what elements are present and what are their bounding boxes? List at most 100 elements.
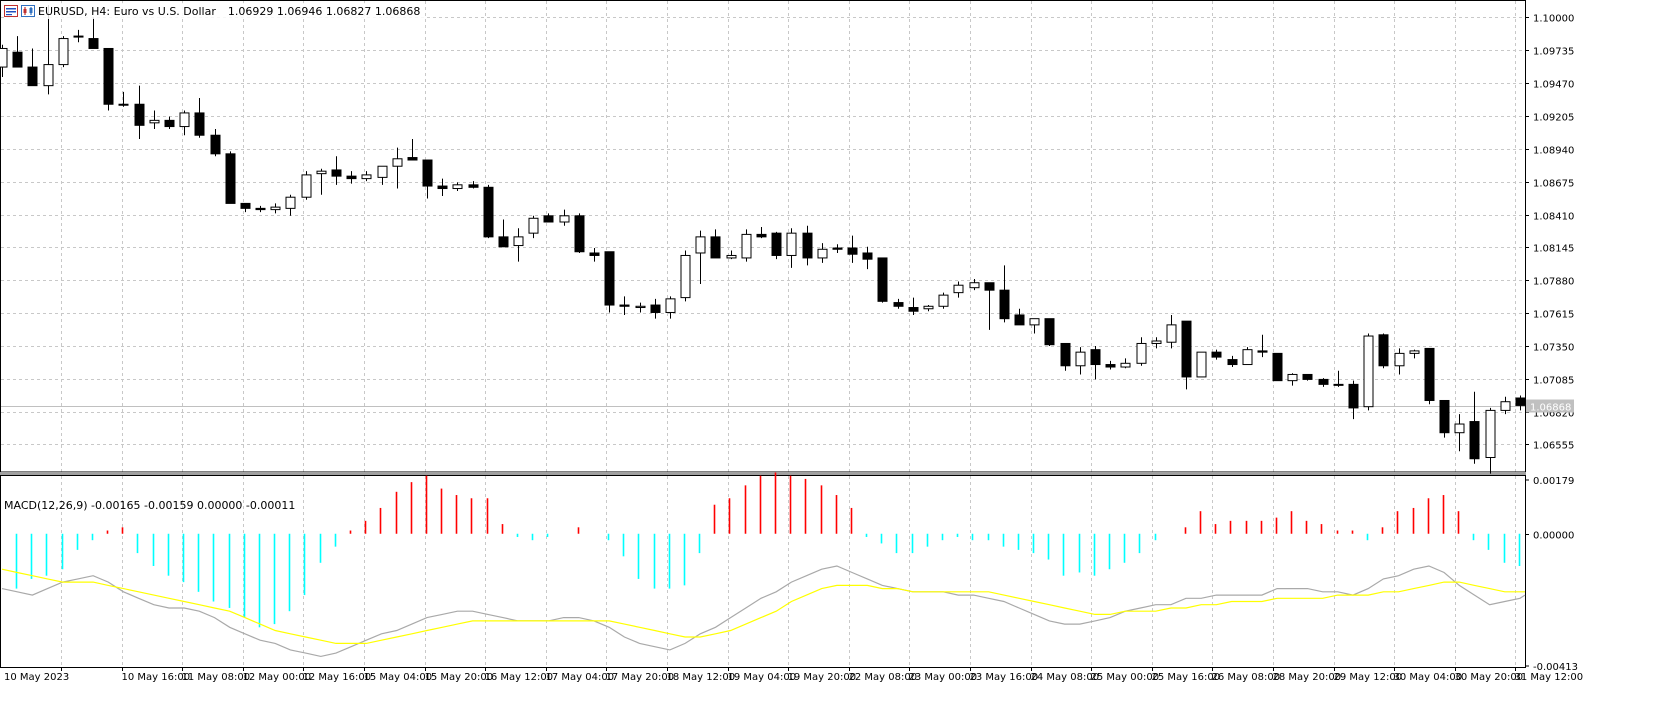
candle-bearish[interactable] (802, 232, 813, 259)
candle-bearish[interactable] (194, 112, 205, 136)
candle-bearish[interactable] (1257, 350, 1268, 353)
candle-bullish[interactable] (285, 196, 296, 209)
candle-bullish[interactable] (73, 35, 84, 38)
candle-bullish[interactable] (786, 232, 797, 256)
candle-bullish[interactable] (1454, 423, 1465, 434)
candle-bullish[interactable] (1136, 342, 1147, 364)
candle-bullish[interactable] (149, 119, 160, 124)
candle-bullish[interactable] (1151, 340, 1162, 344)
candle-bearish[interactable] (877, 257, 888, 302)
candle-bullish[interactable] (680, 254, 691, 299)
candle-bullish[interactable] (513, 236, 524, 247)
candle-bearish[interactable] (1060, 342, 1071, 367)
candle-bearish[interactable] (1439, 399, 1450, 434)
candle-bearish[interactable] (407, 157, 418, 161)
candle-bullish[interactable] (1394, 352, 1405, 367)
candle-bearish[interactable] (1044, 318, 1055, 346)
candle-bearish[interactable] (422, 159, 433, 187)
candle-bearish[interactable] (27, 66, 38, 87)
candle-bearish[interactable] (710, 236, 721, 259)
candle-bullish[interactable] (43, 64, 54, 87)
candle-bullish[interactable] (1242, 349, 1253, 366)
candle-bearish[interactable] (1211, 351, 1222, 358)
candle-bearish[interactable] (498, 236, 509, 248)
candle-bearish[interactable] (103, 47, 114, 105)
candle-bullish[interactable] (452, 184, 463, 190)
candle-bearish[interactable] (893, 302, 904, 307)
candle-bullish[interactable] (1120, 362, 1131, 368)
candle-bearish[interactable] (574, 215, 585, 253)
candle-bullish[interactable] (270, 206, 281, 211)
candle-bearish[interactable] (1424, 347, 1435, 401)
candle-bullish[interactable] (969, 282, 980, 289)
candle-bullish[interactable] (528, 217, 539, 234)
candle-bullish[interactable] (817, 248, 828, 259)
candle-bearish[interactable] (589, 252, 600, 256)
candle-bullish[interactable] (953, 284, 964, 294)
candle-bullish[interactable] (1333, 383, 1344, 386)
candle-bearish[interactable] (210, 134, 221, 155)
candle-bullish[interactable] (118, 103, 129, 106)
candle-bearish[interactable] (1105, 364, 1116, 368)
candle-bearish[interactable] (1469, 421, 1480, 460)
candle-bullish[interactable] (635, 305, 646, 309)
candle-bearish[interactable] (240, 202, 251, 209)
candle-bearish[interactable] (1515, 397, 1526, 406)
candle-bearish[interactable] (134, 103, 145, 126)
candle-bearish[interactable] (255, 207, 266, 211)
candle-bearish[interactable] (756, 233, 767, 238)
candle-bearish[interactable] (1272, 352, 1283, 382)
candle-bearish[interactable] (847, 247, 858, 255)
candle-bullish[interactable] (1409, 350, 1420, 354)
candle-bearish[interactable] (984, 282, 995, 291)
candle-bullish[interactable] (1196, 351, 1207, 378)
candle-bearish[interactable] (468, 184, 479, 188)
candle-bullish[interactable] (392, 158, 403, 167)
candle-bullish[interactable] (695, 236, 706, 254)
candle-bearish[interactable] (1348, 383, 1359, 409)
candle-bearish[interactable] (908, 307, 919, 312)
candle-bullish[interactable] (1075, 351, 1086, 367)
candle-bearish[interactable] (1227, 359, 1238, 366)
candle-bearish[interactable] (1318, 378, 1329, 385)
candle-bearish[interactable] (346, 175, 357, 180)
candle-bullish[interactable] (1485, 409, 1496, 458)
candle-bearish[interactable] (1378, 334, 1389, 367)
candle-bullish[interactable] (361, 174, 372, 180)
candle-bearish[interactable] (999, 289, 1010, 320)
candle-bearish[interactable] (1302, 373, 1313, 380)
candle-bullish[interactable] (559, 215, 570, 223)
candle-bullish[interactable] (58, 38, 69, 66)
candle-bearish[interactable] (164, 119, 175, 128)
candle-bullish[interactable] (938, 294, 949, 307)
candle-bullish[interactable] (1287, 373, 1298, 382)
candle-bullish[interactable] (1166, 324, 1177, 343)
candle-bearish[interactable] (543, 215, 554, 223)
candle-bearish[interactable] (862, 252, 873, 260)
candle-bullish[interactable] (741, 233, 752, 259)
candle-bearish[interactable] (331, 169, 342, 177)
candle-bullish[interactable] (726, 254, 737, 259)
candle-bearish[interactable] (771, 232, 782, 256)
candle-bullish[interactable] (665, 298, 676, 313)
candle-bullish[interactable] (1363, 335, 1374, 408)
candle-bearish[interactable] (832, 247, 843, 250)
candle-bearish[interactable] (483, 186, 494, 238)
candle-bearish[interactable] (88, 38, 99, 49)
candle-bullish[interactable] (1500, 401, 1511, 411)
window-list-icon[interactable] (4, 5, 18, 17)
candle-bullish[interactable] (316, 170, 327, 175)
candle-bearish[interactable] (604, 251, 615, 306)
candle-bullish[interactable] (1029, 318, 1040, 326)
candle-bullish[interactable] (301, 174, 312, 198)
candle-bearish[interactable] (225, 153, 236, 204)
candle-bullish[interactable] (923, 305, 934, 310)
candle-bullish[interactable] (0, 47, 8, 68)
candle-bearish[interactable] (619, 304, 630, 307)
chart-type-icon[interactable] (21, 5, 35, 17)
candle-bearish[interactable] (650, 304, 661, 313)
panel-separator[interactable] (0, 472, 1526, 475)
candle-bearish[interactable] (437, 185, 448, 190)
